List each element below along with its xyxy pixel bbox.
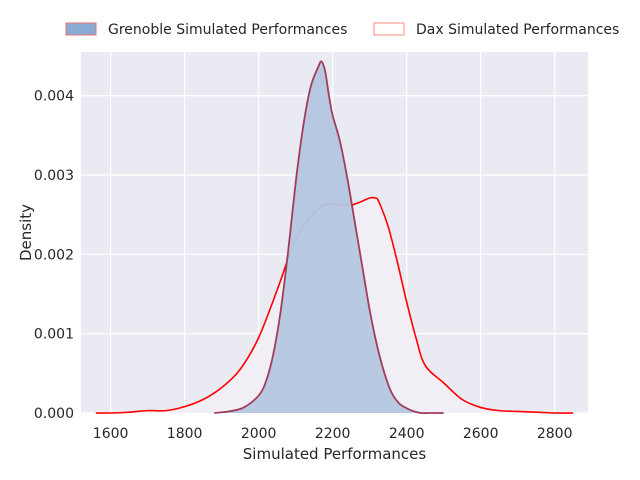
grenoble-simulated-performances-legend-swatch: [65, 22, 97, 36]
y-tick-label: 0.003: [34, 168, 74, 184]
x-tick-label: 2200: [315, 426, 351, 442]
grenoble-simulated-performances-legend-label: Grenoble Simulated Performances: [108, 22, 347, 38]
dax-simulated-performances-legend-label: Dax Simulated Performances: [416, 22, 619, 38]
x-axis-label: Simulated Performances: [243, 445, 427, 463]
dax-simulated-performances-legend-swatch: [373, 22, 405, 36]
x-tick-label: 2600: [463, 426, 499, 442]
x-tick-label: 2800: [537, 426, 573, 442]
y-tick-label: 0.002: [34, 247, 74, 263]
y-axis-ticks: 0.000 0.001 0.002 0.003 0.004: [34, 89, 74, 422]
x-tick-label: 2000: [241, 426, 277, 442]
y-tick-label: 0.004: [34, 89, 74, 105]
x-axis-ticks: 1600 1800 2000 2200 2400 2600 2800: [93, 426, 573, 442]
y-tick-label: 0.001: [34, 327, 74, 343]
grenoble-simulated-performances-line: [214, 60, 444, 415]
x-tick-label: 2400: [389, 426, 425, 442]
legend: Grenoble Simulated Performances Dax Simul…: [65, 22, 619, 38]
y-axis-label: Density: [17, 204, 35, 261]
x-tick-label: 1600: [93, 426, 129, 442]
x-tick-label: 1800: [167, 426, 203, 442]
series-layer: [95, 60, 574, 415]
y-tick-label: 0.000: [34, 406, 74, 422]
grenoble-simulated-performances-area: [214, 61, 444, 414]
